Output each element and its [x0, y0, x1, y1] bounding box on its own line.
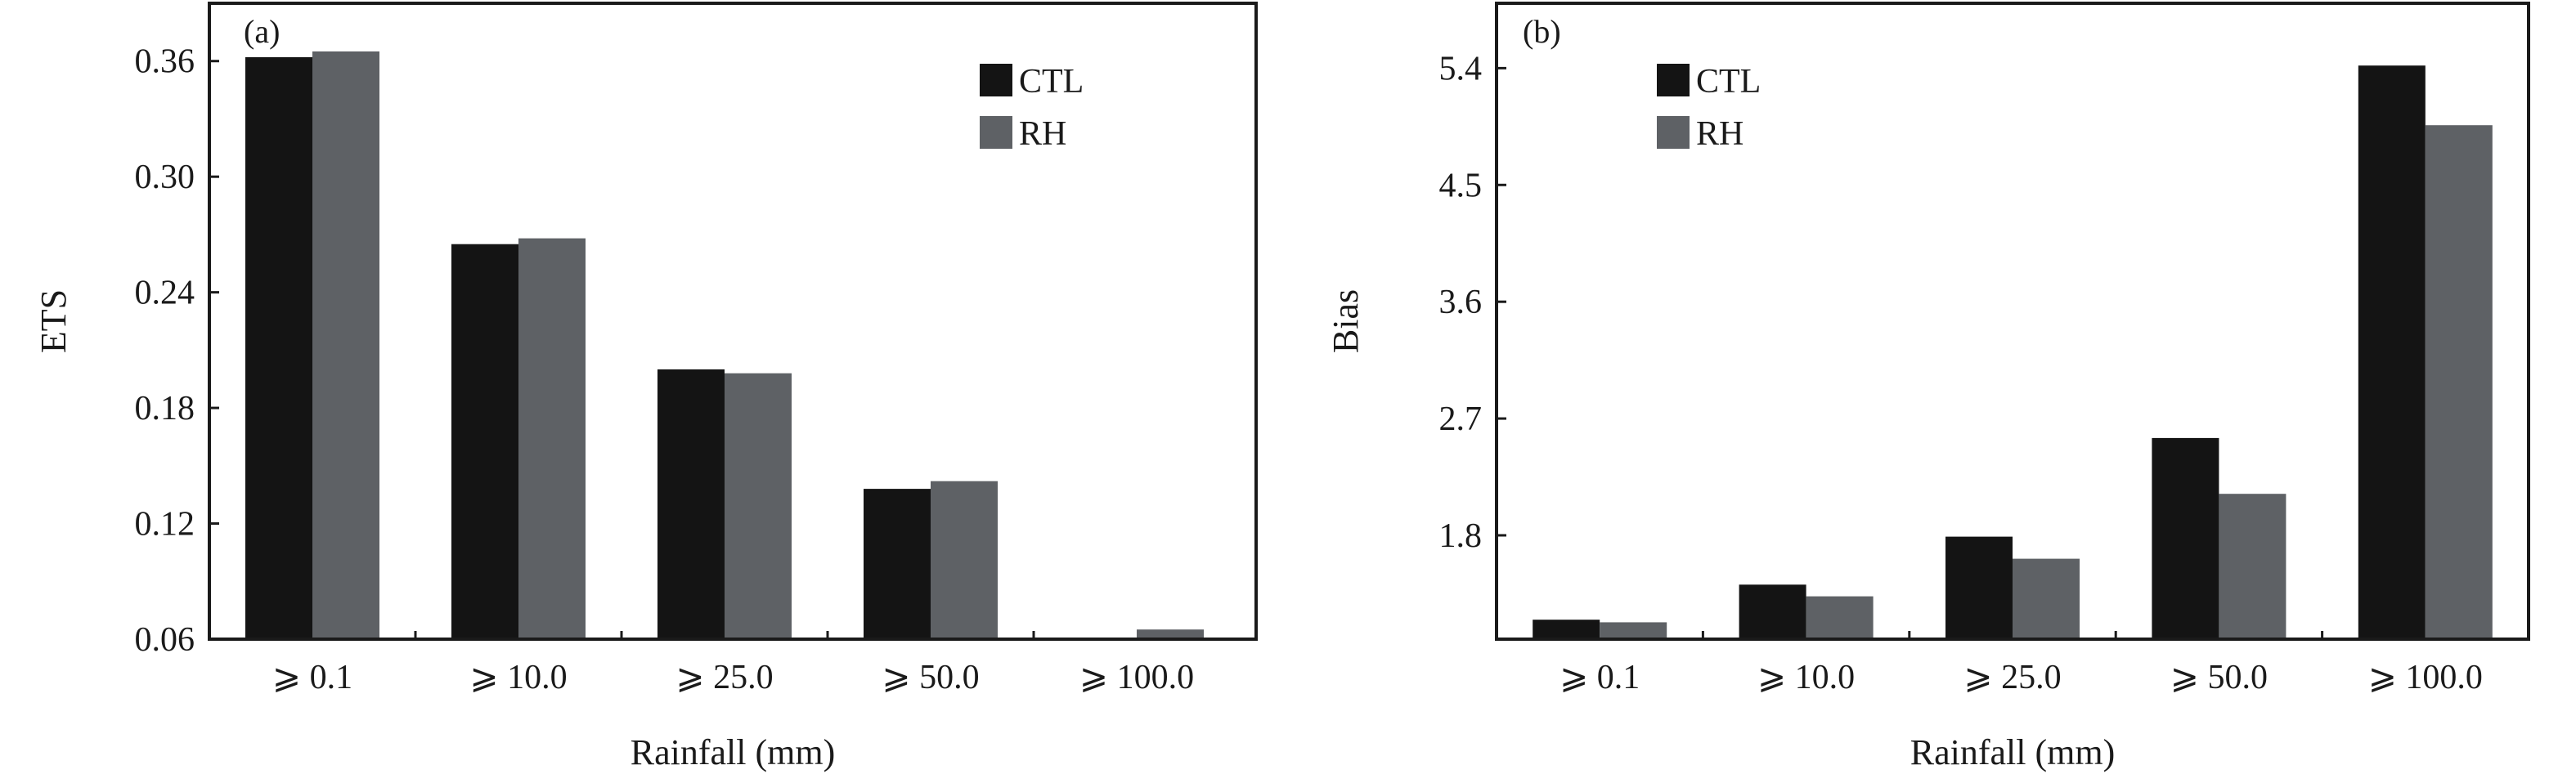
x-tick-label: ⩾ 100.0: [2368, 659, 2483, 696]
bar-ctl-1: [451, 244, 518, 639]
legend-label-rh: RH: [1696, 115, 1744, 153]
x-tick-label: ⩾ 25.0: [675, 659, 773, 696]
bar-rh-3: [931, 481, 998, 639]
x-tick-label: ⩾ 10.0: [469, 659, 567, 696]
y-axis-title: ETS: [34, 289, 74, 353]
legend-swatch-ctl: [980, 64, 1012, 96]
bar-ctl-0: [245, 57, 312, 639]
x-tick-label: ⩾ 50.0: [882, 659, 979, 696]
y-tick-label: 2.7: [1439, 400, 1483, 438]
bar-rh-1: [1806, 596, 1874, 639]
bar-ctl-1: [1739, 584, 1806, 639]
y-tick-label: 0.24: [135, 275, 195, 312]
y-tick-label: 0.18: [135, 390, 195, 427]
x-tick-label: ⩾ 0.1: [1560, 659, 1640, 696]
legend-swatch-ctl: [1657, 64, 1690, 96]
legend-label-rh: RH: [1019, 115, 1066, 153]
x-tick-label: ⩾ 10.0: [1757, 659, 1855, 696]
y-tick-label: 5.4: [1439, 50, 1483, 87]
bar-ctl-2: [1945, 536, 2013, 639]
legend-label-ctl: CTL: [1019, 63, 1084, 101]
chart-panel-ets: 0.06 0.12 0.18 0.24 0.30 0.36 ⩾ 0.1 ⩾ 10.0 ⩾ 25.…: [34, 2, 1258, 772]
bar-ctl-0: [1533, 620, 1600, 639]
x-axis-title: Rainfall (mm): [631, 732, 836, 772]
bar-ctl-3: [2152, 437, 2219, 639]
bar-rh-4: [2425, 125, 2493, 639]
y-tick-label: 0.30: [135, 159, 195, 196]
bar-ctl-4: [2358, 65, 2426, 639]
bar-rh-0: [312, 51, 379, 639]
x-tick-label: ⩾ 50.0: [2170, 659, 2268, 696]
x-tick-label: ⩾ 25.0: [1963, 659, 2061, 696]
plot-frame: [1495, 2, 2530, 641]
bar-rh-0: [1600, 622, 1667, 639]
bar-rh-2: [725, 373, 792, 639]
bar-rh-2: [2013, 558, 2080, 639]
bar-rh-4: [1137, 629, 1204, 639]
bar-ctl-3: [864, 489, 931, 639]
y-tick-label: 0.06: [135, 621, 195, 659]
y-tick-label: 4.5: [1439, 167, 1483, 204]
x-axis-title: Rainfall (mm): [1910, 732, 2116, 772]
panel-label: (a): [244, 13, 280, 50]
y-tick-label: 0.36: [135, 43, 195, 81]
y-tick-label: 0.12: [135, 506, 195, 544]
x-tick-label: ⩾ 100.0: [1079, 659, 1194, 696]
y-tick-label: 3.6: [1439, 284, 1483, 321]
plot-frame: [208, 2, 1258, 641]
bar-rh-3: [2219, 494, 2287, 639]
legend-label-ctl: CTL: [1696, 63, 1761, 101]
bar-rh-1: [518, 238, 586, 639]
y-axis-title: Bias: [1326, 289, 1366, 353]
bar-ctl-2: [657, 369, 725, 639]
legend-swatch-rh: [980, 116, 1012, 149]
panel-label: (b): [1523, 13, 1561, 50]
y-tick-label: 1.8: [1439, 517, 1483, 555]
legend-swatch-rh: [1657, 116, 1690, 149]
x-tick-label: ⩾ 0.1: [272, 659, 352, 696]
chart-panel-bias: 1.8 2.7 3.6 4.5 5.4 ⩾ 0.1 ⩾ 10.0 ⩾ 25.0 ⩾ 50.0 ⩾ …: [1326, 2, 2530, 772]
